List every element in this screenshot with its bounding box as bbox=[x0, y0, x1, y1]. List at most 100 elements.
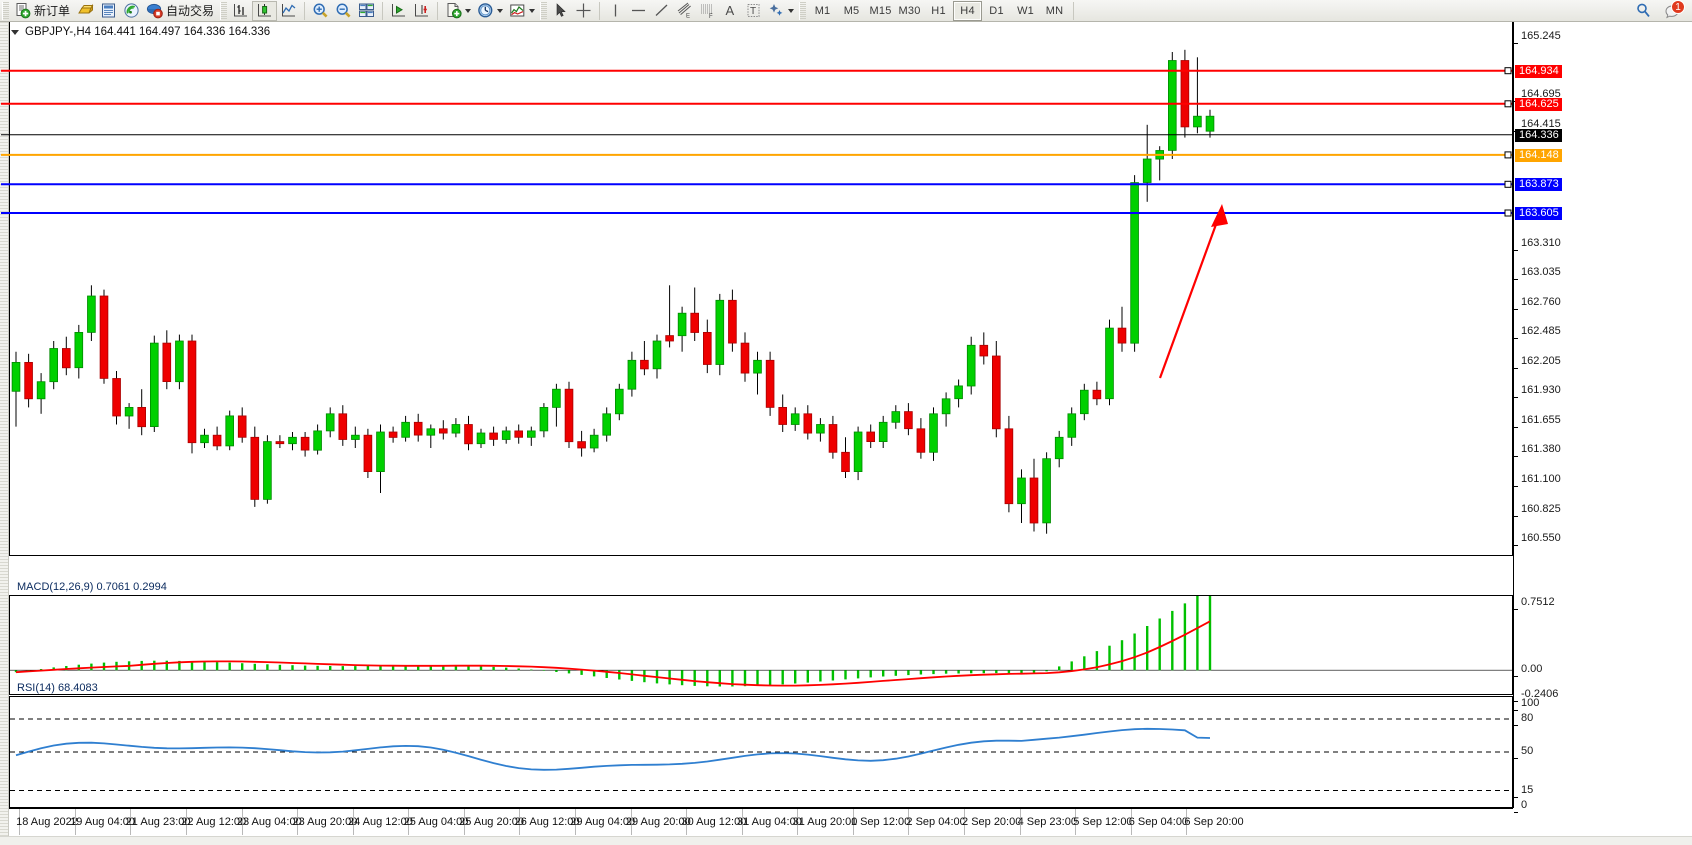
period-button[interactable] bbox=[474, 1, 506, 21]
add-indicator-caret-icon[interactable] bbox=[465, 8, 472, 13]
rsi-pane[interactable] bbox=[9, 696, 1513, 808]
timeframe-label: H4 bbox=[960, 4, 975, 17]
toolbar-grip-1[interactable] bbox=[2, 1, 9, 20]
timeframe-h4[interactable]: H4 bbox=[953, 0, 983, 21]
toolbar-grip-4[interactable] bbox=[799, 1, 807, 20]
macd-canvas bbox=[10, 596, 1512, 687]
toolbar-grip-2[interactable] bbox=[220, 1, 228, 20]
crosshair-button[interactable] bbox=[572, 1, 595, 21]
vertical-line-icon bbox=[614, 4, 617, 17]
timeframe-m5[interactable]: M5 bbox=[837, 1, 866, 21]
price-scale[interactable]: 165.245 164.695 164.415 163.310 163.035 162.7… bbox=[1513, 22, 1692, 813]
level-badge-support-line-1[interactable]: 163.873 bbox=[1515, 178, 1562, 192]
toolbar-separator-3 bbox=[437, 1, 439, 20]
timeframe-d1[interactable]: D1 bbox=[982, 1, 1011, 21]
chart-area: GBPJPY-,H4 164.441 164.497 164.336 164.3… bbox=[0, 22, 1692, 845]
timeframe-m15[interactable]: M15 bbox=[866, 1, 895, 21]
timeframe-h1[interactable]: H1 bbox=[924, 1, 953, 21]
macd-pane[interactable] bbox=[9, 595, 1513, 695]
toolbar-separator-1 bbox=[304, 1, 306, 20]
timeframe-group: M1 M5 M15 M30 H1 H4 D1 W1 MN bbox=[808, 0, 1069, 21]
text-box-button[interactable]: T bbox=[742, 1, 765, 21]
horizontal-line-button[interactable] bbox=[627, 1, 650, 21]
gold-bar-button[interactable] bbox=[74, 1, 97, 21]
chart-symbol-header[interactable]: GBPJPY-,H4 164.441 164.497 164.336 164.3… bbox=[11, 26, 270, 38]
cursor-button[interactable] bbox=[549, 1, 572, 21]
rsi-tick: 15 bbox=[1514, 784, 1533, 803]
price-tick: 163.035 bbox=[1514, 266, 1561, 285]
rsi-tick: 50 bbox=[1514, 745, 1533, 764]
rsi-tick: 100 bbox=[1514, 697, 1539, 716]
signals-button[interactable] bbox=[120, 1, 143, 21]
price-tick: 165.245 bbox=[1514, 30, 1561, 49]
time-divider bbox=[519, 809, 521, 835]
candlestick-chart-button[interactable] bbox=[252, 0, 278, 21]
time-label: 6 Sep 20:00 bbox=[1184, 816, 1244, 828]
chart-menu-caret-icon[interactable] bbox=[11, 29, 19, 35]
rsi-canvas bbox=[10, 718, 1512, 791]
time-divider bbox=[408, 809, 410, 835]
price-tick: 160.825 bbox=[1514, 503, 1561, 522]
period-caret-icon[interactable] bbox=[497, 8, 504, 13]
zoom-in-button[interactable] bbox=[309, 1, 332, 21]
vertical-line-button[interactable] bbox=[604, 1, 627, 21]
price-tick: 163.310 bbox=[1514, 237, 1561, 256]
bar-chart-button[interactable] bbox=[229, 1, 252, 21]
equidistant-channel-button[interactable]: E bbox=[673, 1, 696, 21]
tile-windows-button[interactable] bbox=[355, 1, 378, 21]
templates-button[interactable] bbox=[506, 1, 538, 21]
new-order-button[interactable]: 新订单 bbox=[11, 1, 74, 21]
text-box-icon: T bbox=[747, 4, 760, 17]
search-button[interactable] bbox=[1632, 1, 1655, 21]
timeframe-w1[interactable]: W1 bbox=[1011, 1, 1040, 21]
candlestick-canvas bbox=[11, 49, 1215, 534]
price-tick: 161.380 bbox=[1514, 443, 1561, 462]
svg-text:A: A bbox=[726, 3, 735, 18]
time-label: 31 Aug 20:00 bbox=[792, 816, 858, 828]
templates-caret-icon[interactable] bbox=[529, 8, 536, 13]
price-tick: 162.205 bbox=[1514, 355, 1561, 374]
autoscroll-button[interactable] bbox=[410, 1, 433, 21]
time-label: 31 Aug 04:00 bbox=[736, 816, 802, 828]
drawing-objects-caret-icon[interactable] bbox=[788, 8, 795, 13]
price-tick: 161.100 bbox=[1514, 473, 1561, 492]
horizontal-scrollbar[interactable] bbox=[0, 836, 1692, 845]
time-divider bbox=[686, 809, 688, 835]
time-axis[interactable]: 18 Aug 2022 19 Aug 04:00 21 Aug 23:00 22 Au… bbox=[9, 808, 1513, 836]
terminal-button[interactable] bbox=[97, 1, 120, 21]
bar-chart-icon bbox=[234, 4, 248, 17]
time-label: 25 Aug 04:00 bbox=[403, 816, 469, 828]
level-badge-support-line-2[interactable]: 163.605 bbox=[1515, 207, 1562, 220]
zoom-out-button[interactable] bbox=[332, 1, 355, 21]
trendline-button[interactable] bbox=[650, 1, 673, 21]
price-tick: 160.550 bbox=[1514, 532, 1561, 551]
time-label: 2 Sep 20:00 bbox=[962, 816, 1022, 828]
toolbar-grip-3[interactable] bbox=[540, 1, 548, 20]
level-badge-entry-line[interactable]: 164.148 bbox=[1515, 148, 1562, 162]
time-divider bbox=[852, 809, 854, 835]
add-indicator-button[interactable] bbox=[442, 1, 474, 21]
timeframe-m30[interactable]: M30 bbox=[895, 1, 924, 21]
timeframe-label: MN bbox=[1045, 4, 1064, 17]
level-badge-take-profit-line-2[interactable]: 164.625 bbox=[1515, 97, 1562, 111]
price-pane[interactable] bbox=[9, 22, 1513, 556]
add-indicator-icon bbox=[447, 3, 462, 19]
shift-end-button[interactable] bbox=[387, 1, 410, 21]
timeframe-label: M1 bbox=[814, 4, 831, 17]
rsi-label: RSI(14) 68.4083 bbox=[17, 682, 98, 694]
macd-label: MACD(12,26,9) 0.7061 0.2994 bbox=[17, 581, 167, 593]
text-label-button[interactable]: A bbox=[719, 1, 742, 21]
drawing-objects-button[interactable] bbox=[765, 1, 797, 21]
autotrading-button[interactable]: 自动交易 bbox=[143, 1, 218, 21]
line-chart-button[interactable] bbox=[277, 1, 300, 21]
timeframe-mn[interactable]: MN bbox=[1040, 1, 1069, 21]
time-divider bbox=[574, 809, 576, 835]
timeframe-m1[interactable]: M1 bbox=[808, 1, 837, 21]
time-label: 19 Aug 04:00 bbox=[70, 816, 136, 828]
fibonacci-button[interactable]: F bbox=[696, 1, 719, 21]
level-badge-take-profit-line-1[interactable]: 164.934 bbox=[1515, 64, 1562, 78]
time-divider bbox=[74, 809, 76, 835]
chart-left-grip[interactable] bbox=[0, 22, 9, 845]
notifications-button[interactable]: 1 bbox=[1661, 0, 1685, 21]
last-price-badge: 164.336 bbox=[1515, 128, 1562, 142]
